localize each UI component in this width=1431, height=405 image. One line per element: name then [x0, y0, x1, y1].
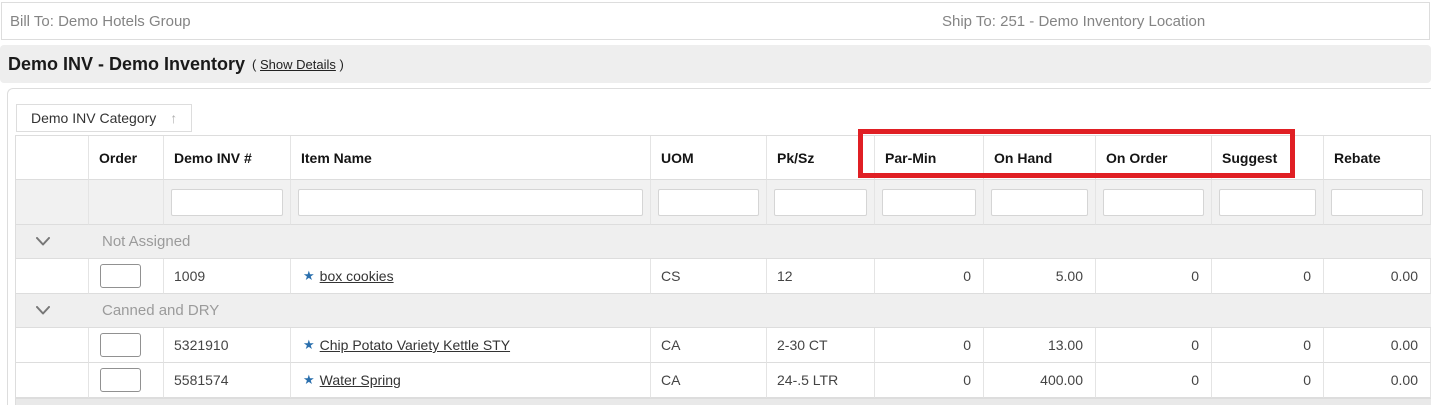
demo-inv-number-cell: 1009	[164, 259, 291, 294]
grid-filter-row	[16, 180, 1431, 225]
group-label: Not Assigned	[102, 233, 191, 250]
column-header-order[interactable]: Order	[89, 136, 164, 180]
par-min-cell: 0	[875, 259, 984, 294]
column-header-par-min[interactable]: Par-Min	[875, 136, 984, 180]
suggest-cell: 0	[1212, 328, 1324, 363]
category-group-tab-label: Demo INV Category	[31, 110, 157, 126]
table-row: 5581574 ★ Water Spring CA 24-.5 LTR 0 40…	[16, 363, 1431, 398]
item-name-cell: ★ Chip Potato Variety Kettle STY	[291, 328, 651, 363]
filter-input-item-name[interactable]	[298, 188, 643, 216]
filter-input-on-order[interactable]	[1103, 188, 1204, 216]
filter-input-pk-sz[interactable]	[774, 188, 867, 216]
chevron-down-icon	[36, 237, 50, 246]
group-row-not-assigned: Not Assigned	[16, 225, 1431, 259]
on-order-cell: 0	[1096, 363, 1212, 398]
bill-to-text: Bill To: Demo Hotels Group	[10, 12, 191, 30]
pk-sz-cell: 12	[767, 259, 875, 294]
inventory-title-band: Demo INV - Demo Inventory ( Show Details…	[0, 45, 1431, 83]
on-hand-cell: 5.00	[984, 259, 1096, 294]
show-details-wrapper: ( Show Details )	[252, 57, 344, 72]
order-qty-input[interactable]	[100, 368, 141, 392]
rebate-cell: 0.00	[1324, 363, 1431, 398]
column-header-suggest[interactable]: Suggest	[1212, 136, 1324, 180]
demo-inv-number-cell: 5581574	[164, 363, 291, 398]
collapse-group-button[interactable]	[16, 237, 89, 246]
order-qty-input[interactable]	[100, 264, 141, 288]
sort-ascending-icon: ↑	[170, 110, 178, 126]
pk-sz-cell: 2-30 CT	[767, 328, 875, 363]
item-name-link[interactable]: box cookies	[319, 268, 394, 284]
suggest-cell: 0	[1212, 363, 1324, 398]
collapse-group-button[interactable]	[16, 306, 89, 315]
uom-cell: CA	[651, 363, 767, 398]
item-name-cell: ★ box cookies	[291, 259, 651, 294]
uom-cell: CA	[651, 328, 767, 363]
column-header-on-hand[interactable]: On Hand	[984, 136, 1096, 180]
suggest-cell: 0	[1212, 259, 1324, 294]
row-expander-cell	[16, 259, 89, 294]
column-header-pk-sz[interactable]: Pk/Sz	[767, 136, 875, 180]
order-qty-input[interactable]	[100, 333, 141, 357]
par-min-cell: 0	[875, 328, 984, 363]
column-header-expander	[16, 136, 89, 180]
column-header-rebate[interactable]: Rebate	[1324, 136, 1431, 180]
uom-cell: CS	[651, 259, 767, 294]
group-label: Canned and DRY	[102, 302, 220, 319]
item-name-cell: ★ Water Spring	[291, 363, 651, 398]
filter-input-suggest[interactable]	[1219, 188, 1316, 216]
billing-header-bar: Bill To: Demo Hotels Group Ship To: 251 …	[1, 2, 1430, 40]
ship-to-text: Ship To: 251 - Demo Inventory Location	[942, 12, 1206, 30]
item-name-link[interactable]: Chip Potato Variety Kettle STY	[319, 337, 511, 353]
favorite-star-icon: ★	[303, 337, 315, 352]
column-header-uom[interactable]: UOM	[651, 136, 767, 180]
filter-input-uom[interactable]	[658, 188, 759, 216]
demo-inv-number-cell: 5321910	[164, 328, 291, 363]
on-hand-cell: 13.00	[984, 328, 1096, 363]
column-header-on-order[interactable]: On Order	[1096, 136, 1212, 180]
on-hand-cell: 400.00	[984, 363, 1096, 398]
grid-header-row: Order Demo INV # Item Name UOM Pk/Sz Par…	[16, 136, 1431, 180]
column-header-item-name[interactable]: Item Name	[291, 136, 651, 180]
table-row: 1009 ★ box cookies CS 12 0 5.00 0 0 0.00	[16, 259, 1431, 294]
rebate-cell: 0.00	[1324, 259, 1431, 294]
column-header-demo-inv-number[interactable]: Demo INV #	[164, 136, 291, 180]
paren-close: )	[339, 56, 344, 72]
inventory-grid-panel: Demo INV Category ↑ Order Demo INV # Ite…	[7, 88, 1431, 405]
chevron-down-icon	[36, 306, 50, 315]
filter-cell-order	[89, 180, 164, 225]
filter-input-on-hand[interactable]	[991, 188, 1088, 216]
table-row: 5321910 ★ Chip Potato Variety Kettle STY…	[16, 328, 1431, 363]
paren-open: (	[252, 56, 257, 72]
show-details-link[interactable]: Show Details	[260, 56, 336, 72]
on-order-cell: 0	[1096, 328, 1212, 363]
favorite-star-icon: ★	[303, 372, 315, 387]
row-expander-cell	[16, 363, 89, 398]
filter-input-demo-inv-number[interactable]	[171, 188, 283, 216]
rebate-cell: 0.00	[1324, 328, 1431, 363]
favorite-star-icon: ★	[303, 268, 315, 283]
grid-bottom-strip	[16, 398, 1431, 405]
filter-input-par-min[interactable]	[882, 188, 976, 216]
on-order-cell: 0	[1096, 259, 1212, 294]
group-row-canned-and-dry: Canned and DRY	[16, 294, 1431, 328]
filter-input-rebate[interactable]	[1331, 188, 1423, 216]
row-expander-cell	[16, 328, 89, 363]
filter-cell-expander	[16, 180, 89, 225]
item-name-link[interactable]: Water Spring	[319, 372, 401, 388]
page-title: Demo INV - Demo Inventory	[8, 53, 246, 74]
par-min-cell: 0	[875, 363, 984, 398]
inventory-grid: Order Demo INV # Item Name UOM Pk/Sz Par…	[15, 135, 1431, 405]
pk-sz-cell: 24-.5 LTR	[767, 363, 875, 398]
category-group-tab[interactable]: Demo INV Category ↑	[16, 104, 193, 132]
